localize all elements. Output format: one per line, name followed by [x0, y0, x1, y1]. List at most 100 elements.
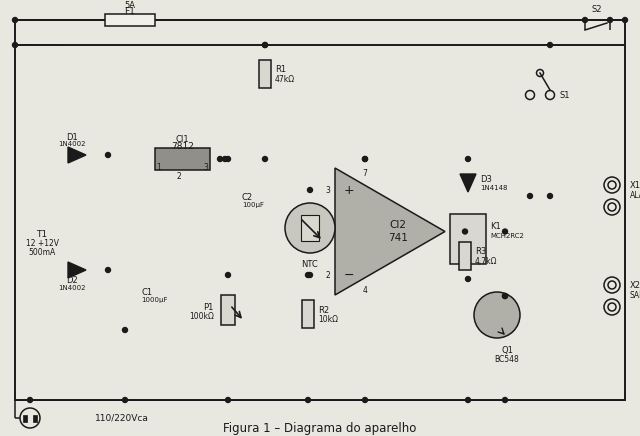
Circle shape	[465, 157, 470, 161]
Text: 500mA: 500mA	[28, 248, 56, 256]
Text: CI2: CI2	[390, 219, 406, 229]
Text: +: +	[344, 184, 355, 197]
Circle shape	[604, 177, 620, 193]
Circle shape	[225, 398, 230, 402]
Text: C1: C1	[141, 287, 152, 296]
Text: BC548: BC548	[495, 354, 520, 364]
Circle shape	[106, 268, 111, 272]
Circle shape	[305, 272, 310, 277]
Circle shape	[262, 42, 268, 48]
Circle shape	[525, 91, 534, 99]
Polygon shape	[68, 147, 86, 163]
Text: D3: D3	[480, 174, 492, 184]
Polygon shape	[460, 174, 476, 192]
Text: S2: S2	[592, 6, 602, 14]
Circle shape	[474, 292, 520, 338]
Text: ALARME: ALARME	[630, 191, 640, 200]
Bar	[301, 215, 319, 241]
Bar	[33, 415, 37, 422]
Bar	[459, 242, 471, 269]
Bar	[259, 60, 271, 88]
Text: Q1: Q1	[501, 345, 513, 354]
Text: 1N4002: 1N4002	[58, 141, 86, 147]
Polygon shape	[335, 168, 445, 295]
Text: 10kΩ: 10kΩ	[318, 314, 338, 324]
Circle shape	[545, 91, 554, 99]
Circle shape	[607, 17, 612, 23]
Text: R3: R3	[475, 247, 486, 256]
Text: 3: 3	[325, 185, 330, 194]
Text: 1N4148: 1N4148	[480, 185, 508, 191]
Circle shape	[218, 157, 223, 161]
Circle shape	[13, 17, 17, 23]
Circle shape	[527, 194, 532, 198]
Bar	[450, 214, 486, 264]
Text: 4: 4	[363, 286, 367, 294]
Text: 47kΩ: 47kΩ	[275, 75, 295, 84]
Circle shape	[502, 398, 508, 402]
Text: 7: 7	[363, 168, 367, 177]
Text: SAÍDA: SAÍDA	[630, 290, 640, 300]
Circle shape	[225, 157, 230, 161]
Circle shape	[106, 153, 111, 157]
Text: 6: 6	[451, 227, 456, 236]
Polygon shape	[68, 262, 86, 278]
Text: X2: X2	[630, 280, 640, 290]
Text: 4,7kΩ: 4,7kΩ	[475, 257, 497, 266]
Text: 7812: 7812	[171, 142, 194, 150]
Text: 3: 3	[204, 163, 209, 171]
Text: 100kΩ: 100kΩ	[189, 311, 214, 320]
Text: CI1: CI1	[176, 134, 189, 143]
Text: P1: P1	[204, 303, 214, 311]
Text: 110/220Vca: 110/220Vca	[95, 413, 149, 422]
Text: 12 +12V: 12 +12V	[26, 238, 58, 248]
Circle shape	[262, 157, 268, 161]
Circle shape	[362, 157, 367, 161]
Bar	[302, 300, 314, 328]
Bar	[105, 14, 155, 26]
Circle shape	[547, 194, 552, 198]
Text: F1: F1	[125, 7, 136, 17]
Bar	[15, 45, 625, 400]
Text: X1: X1	[630, 181, 640, 190]
Bar	[221, 295, 235, 325]
Text: T1: T1	[36, 229, 47, 238]
Bar	[155, 148, 210, 170]
Text: 1: 1	[157, 163, 161, 171]
Text: Figura 1 – Diagrama do aparelho: Figura 1 – Diagrama do aparelho	[223, 422, 417, 435]
Circle shape	[20, 408, 40, 428]
Text: 1000μF: 1000μF	[141, 297, 168, 303]
Text: 741: 741	[388, 232, 408, 242]
Circle shape	[223, 157, 227, 161]
Text: R2: R2	[318, 306, 329, 314]
Text: D1: D1	[66, 133, 78, 142]
Text: 2: 2	[176, 171, 181, 181]
Text: MCH2RC2: MCH2RC2	[490, 233, 524, 239]
Circle shape	[463, 229, 467, 234]
Circle shape	[623, 17, 627, 23]
Circle shape	[502, 229, 508, 234]
Circle shape	[362, 157, 367, 161]
Circle shape	[608, 281, 616, 289]
Text: NTC: NTC	[301, 259, 318, 269]
Circle shape	[465, 276, 470, 282]
Circle shape	[608, 203, 616, 211]
Bar	[23, 415, 27, 422]
Circle shape	[502, 293, 508, 299]
Circle shape	[285, 203, 335, 253]
Circle shape	[122, 327, 127, 333]
Circle shape	[465, 398, 470, 402]
Circle shape	[362, 398, 367, 402]
Text: C2: C2	[242, 193, 253, 201]
Circle shape	[604, 277, 620, 293]
Circle shape	[604, 199, 620, 215]
Text: D2: D2	[66, 276, 78, 285]
Circle shape	[582, 17, 588, 23]
Text: −: −	[344, 269, 355, 282]
Circle shape	[536, 69, 543, 76]
Text: 1N4002: 1N4002	[58, 285, 86, 291]
Circle shape	[307, 272, 312, 277]
Text: 100μF: 100μF	[242, 202, 264, 208]
Circle shape	[28, 398, 33, 402]
Circle shape	[13, 42, 17, 48]
